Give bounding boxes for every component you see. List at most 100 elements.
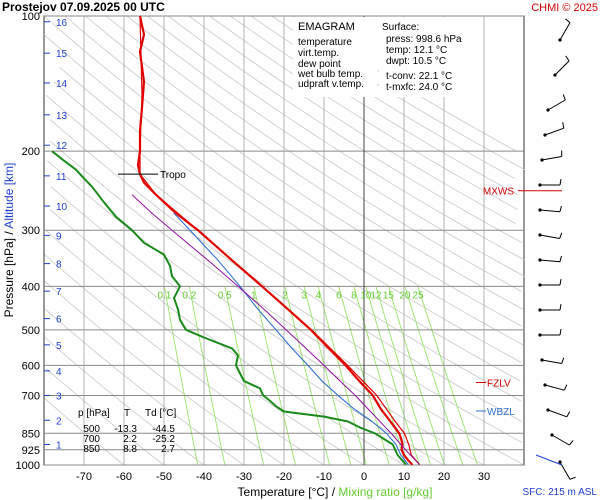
wind-barb-flag (569, 476, 576, 480)
surface-wind-barb (535, 454, 563, 466)
mixing-ratio-label: 15 (383, 290, 395, 301)
series-line (131, 194, 420, 466)
altitude-tick-label: 14 (56, 79, 68, 90)
wind-barb-flag (559, 279, 562, 286)
temperature-tick-label: 20 (438, 471, 450, 483)
dry-adiabat (167, 15, 523, 244)
legend-item-wet-bulb: wet bulb temp. (297, 69, 363, 80)
surface-info-box: Surface: press: 998.6 hPa temp: 12.1 °C … (379, 17, 475, 97)
dry-adiabat (209, 15, 519, 211)
table-cell: 500 (83, 424, 100, 435)
wind-barb-flag (565, 55, 570, 62)
legend-item-temperature: temperature (298, 37, 352, 48)
wind-barb-flag (568, 440, 574, 446)
wind-barb-base (538, 233, 542, 237)
mixing-ratio-label: 0.5 (218, 290, 232, 301)
wind-barb-flag (563, 384, 568, 391)
wind-barb-base (558, 38, 562, 42)
wind-barb-base (538, 283, 542, 287)
wind-barb-flag (559, 329, 562, 336)
series-line (51, 150, 407, 466)
pressure-tick-label: 700 (22, 390, 40, 402)
dry-adiabat (53, 81, 522, 402)
pressure-tick-label: 100 (22, 11, 40, 23)
copyright-text: CHMI © 2025 (531, 2, 598, 14)
mixing-ratio-line (317, 286, 367, 466)
surface-dewpoint: dwpt: 10.5 °C (386, 56, 446, 67)
wind-barb-shaft (547, 99, 566, 111)
dry-adiabat (46, 368, 165, 466)
dry-adiabat (44, 254, 325, 466)
tropopause-label: Tropo (160, 170, 186, 181)
dry-adiabat (43, 34, 521, 363)
mixing-ratio-label: 8 (351, 290, 357, 301)
wind-barb-shaft (539, 234, 560, 239)
temperature-tick-label: 10 (398, 471, 410, 483)
mixing-ratio-line (303, 286, 352, 466)
x-axis-title: Temperature [°C] / Mixing ratio [g/kg] (238, 485, 433, 499)
wind-barb-base (546, 108, 550, 112)
dry-adiabat (49, 119, 522, 443)
altitude-tick-label: 6 (56, 315, 62, 326)
x-axis-label-temperature: Temperature [°C] (238, 485, 329, 499)
altitude-tick-label: 13 (56, 111, 68, 122)
dry-adiabat (64, 15, 522, 327)
altitude-tick-label: 11 (56, 172, 67, 183)
mixing-ratio-label: 2 (282, 290, 288, 301)
mixing-ratio-label: 3 (301, 290, 307, 301)
surface-tconv: t-conv: 22.1 °C (386, 71, 452, 82)
dry-adiabat (44, 397, 125, 466)
wind-barb-base (546, 408, 550, 412)
dry-adiabat (85, 15, 524, 310)
pressure-tick-label: 600 (22, 360, 40, 372)
wind-barb-base (553, 73, 557, 77)
wind-barb-base (543, 383, 547, 387)
wind-barb-shaft (559, 22, 571, 41)
table-cell: 2.2 (123, 434, 137, 445)
dry-adiabat (49, 209, 405, 466)
wind-barb-base (540, 358, 544, 362)
wind-barb-shaft (541, 156, 562, 161)
table-header-p: p [hPa] (78, 408, 110, 419)
surface-tmxfc: t-mxfc: 24.0 °C (386, 82, 452, 93)
wind-barb-base (538, 183, 542, 187)
pressure-tick-label: 300 (22, 225, 40, 237)
freezing-level-label: FZLV (487, 378, 511, 389)
y-axis-title: Pressure [hPa] / Altitude [km] (2, 163, 16, 318)
mixing-ratio-label: 0.1 (157, 290, 171, 301)
legend-item-virt-temp: virt.temp. (298, 48, 339, 59)
legend-item-updraft: udpraft v.temp. (298, 79, 364, 90)
mixing-ratio-label: 20 (399, 290, 411, 301)
dry-adiabat (188, 15, 516, 224)
dry-adiabat (45, 94, 522, 422)
wind-barb-shaft (547, 409, 567, 418)
temperature-tick-label: -50 (156, 471, 172, 483)
wind-barb-flag (562, 94, 566, 101)
series-line (139, 15, 421, 466)
legend-box: EMAGRAM temperature virt.temp. dew point… (293, 17, 377, 97)
altitude-tick-label: 9 (56, 231, 62, 242)
wind-barb-base (538, 208, 542, 212)
max-wind-label: MXWS (483, 187, 514, 198)
altitude-tick-label: 2 (56, 416, 62, 427)
surface-heading: Surface: (382, 22, 419, 33)
svg-text:Pressure [hPa] /: Pressure [hPa] / Altitude [km] (2, 163, 16, 318)
legend-heading: EMAGRAM (298, 21, 355, 33)
pressure-tick-label: 1000 (16, 460, 40, 472)
y-axis-label-pressure: Pressure [hPa] (2, 238, 16, 317)
table-cell: 8.8 (123, 444, 137, 455)
mixing-ratio-line (417, 286, 478, 466)
mixing-ratio-line (388, 286, 445, 466)
altitude-tick-label: 1 (56, 440, 62, 451)
legend-item-dew-point: dew point (298, 59, 341, 70)
altitude-tick-label: 3 (56, 391, 62, 402)
mixing-ratio-label: 0.2 (182, 290, 196, 301)
temperature-tick-labels: -70 -60 -50 -40 -30 -20 -10 0 10 20 30 (76, 471, 490, 483)
mixing-ratio-label: 4 (315, 290, 321, 301)
altitude-tick-label: 5 (56, 341, 62, 352)
wind-barb-base (558, 460, 562, 464)
series-line (173, 212, 409, 466)
dry-adiabat (50, 140, 525, 466)
